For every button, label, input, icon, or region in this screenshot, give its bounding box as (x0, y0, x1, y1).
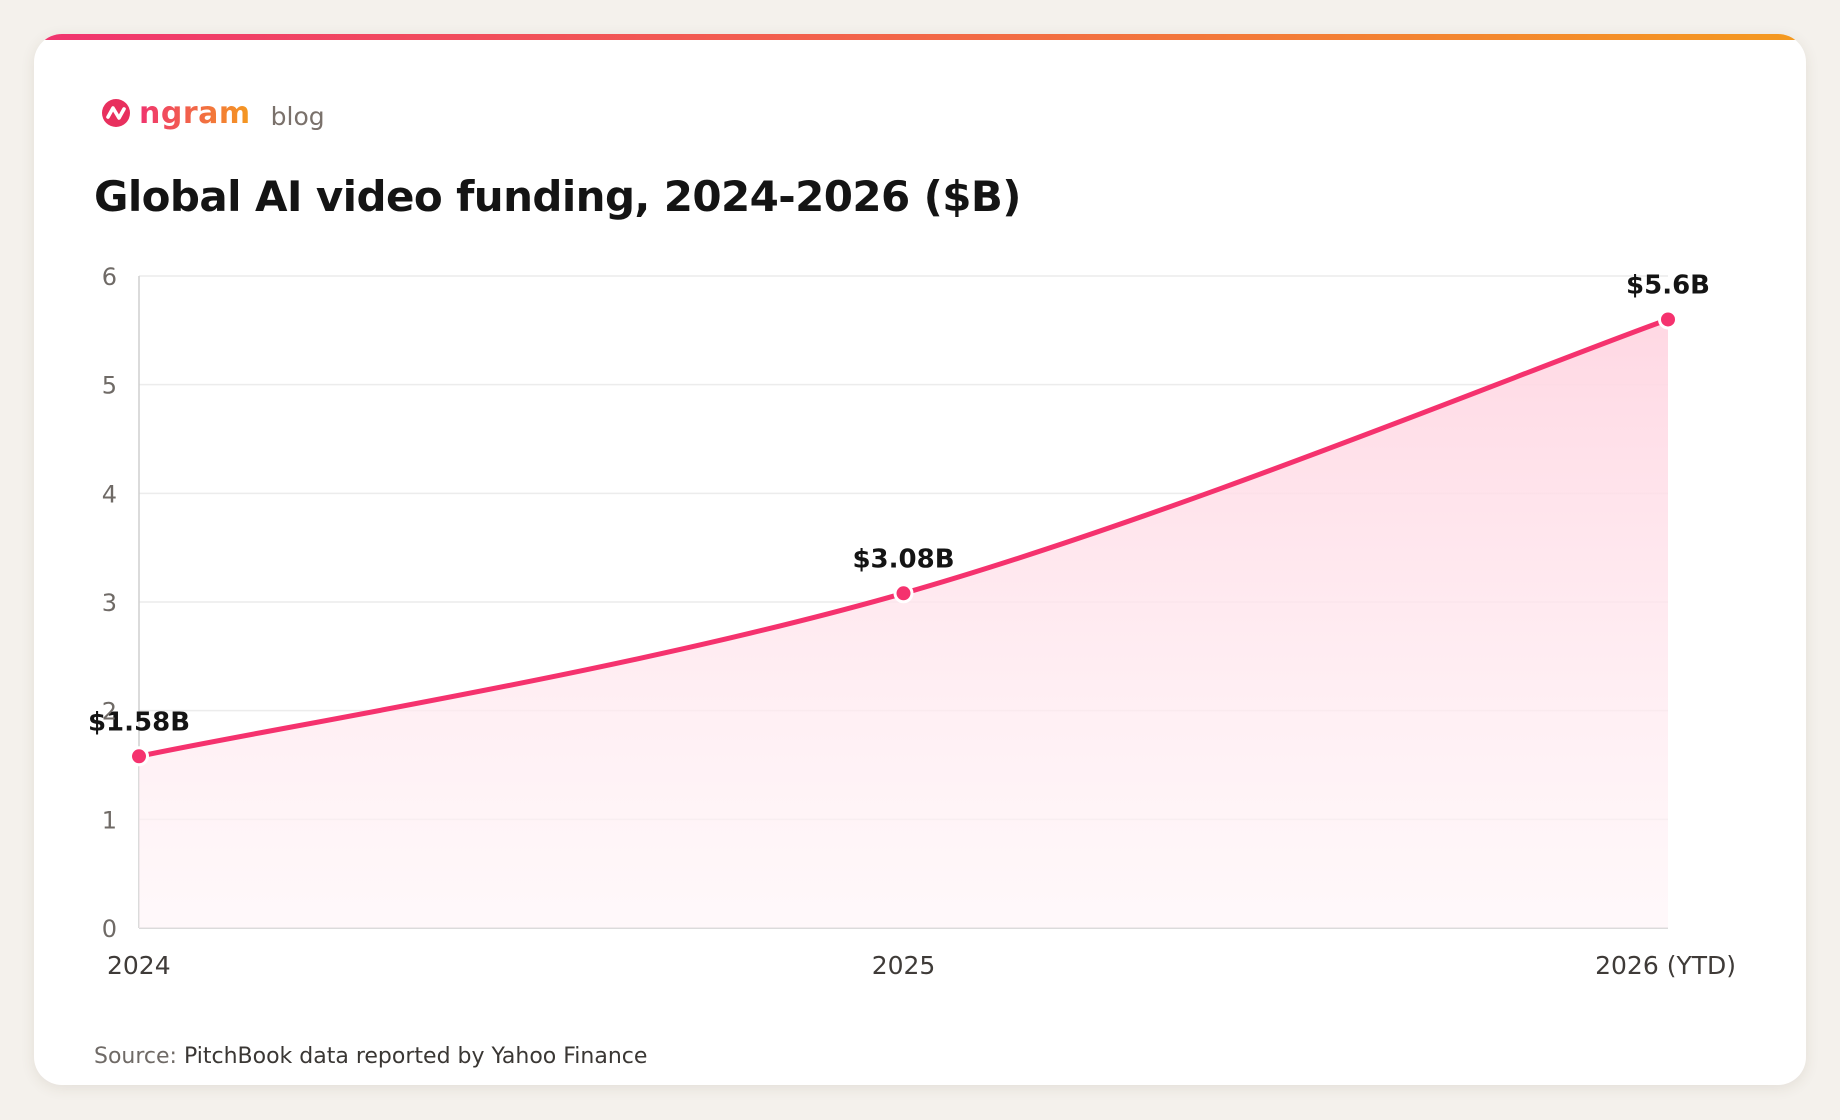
area-fill-layer (139, 319, 1668, 928)
brand-section-label: blog (270, 101, 325, 131)
data-points (129, 309, 1678, 767)
brand-header[interactable]: ngram blog (100, 89, 325, 137)
data-label: $5.6B (1626, 270, 1710, 300)
source-note: Source: PitchBook data reported by Yahoo… (94, 1044, 647, 1069)
source-text: PitchBook data reported by Yahoo Finance (183, 1044, 648, 1069)
data-point[interactable] (893, 583, 914, 604)
y-tick-label: 0 (102, 915, 117, 943)
funding-area-chart: $1.58B $3.08B $5.6B 0 1 2 3 4 5 6 2024 2025 2026 (… (88, 263, 1736, 980)
ngram-logo-icon (102, 99, 130, 127)
y-tick-label: 6 (102, 263, 117, 291)
y-tick-label: 5 (102, 372, 117, 400)
y-tick-label: 2 (102, 698, 117, 726)
data-label: $1.58B (88, 707, 190, 737)
accent-gradient-bar (34, 34, 1806, 40)
source-label: Source: (94, 1044, 177, 1069)
data-labels: $1.58B $3.08B $5.6B (88, 270, 1710, 737)
series-area-fill (139, 319, 1668, 928)
x-tick-label: 2024 (107, 951, 171, 980)
data-point[interactable] (1658, 309, 1678, 330)
x-tick-labels: 2024 2025 2026 (YTD) (107, 951, 1736, 980)
data-point[interactable] (129, 746, 149, 767)
y-tick-label: 3 (102, 589, 117, 617)
y-tick-label: 1 (102, 806, 117, 834)
chart-card: ngram blog Global AI video funding, 2024… (34, 34, 1806, 1085)
x-tick-label: 2025 (872, 951, 936, 980)
chart-title: Global AI video funding, 2024-2026 ($B) (94, 172, 1021, 221)
data-label: $3.08B (852, 544, 954, 574)
y-tick-label: 4 (102, 480, 117, 508)
x-tick-label: 2026 (YTD) (1595, 951, 1736, 980)
brand-name: ngram (139, 95, 251, 131)
y-tick-labels: 0 1 2 3 4 5 6 (102, 263, 117, 943)
